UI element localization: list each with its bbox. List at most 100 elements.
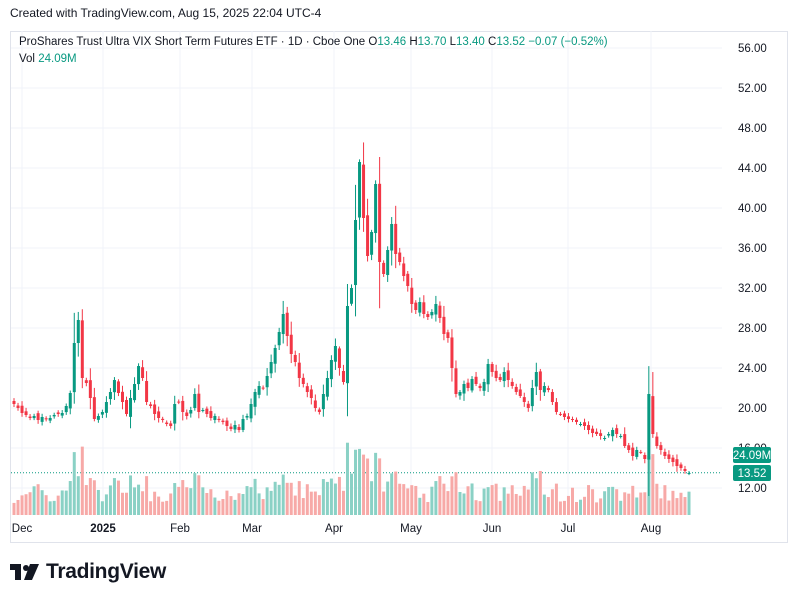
legend-close: 13.52 bbox=[496, 36, 526, 48]
y-tick-label: 28.00 bbox=[738, 323, 767, 335]
candle-body bbox=[514, 386, 518, 392]
volume-bar bbox=[141, 491, 145, 515]
candle-body bbox=[542, 386, 546, 393]
volume-bar bbox=[474, 500, 478, 515]
candle-body bbox=[482, 382, 486, 391]
candle-body bbox=[229, 426, 233, 429]
x-axis-labels: Dec 2025 Feb Mar Apr May Jun Jul Aug bbox=[12, 523, 661, 535]
volume-bar bbox=[639, 492, 643, 515]
price-badge-label: 13.52 bbox=[738, 468, 767, 480]
volume-bar bbox=[611, 486, 615, 515]
volume-bar bbox=[550, 489, 554, 515]
candle-body bbox=[36, 413, 40, 420]
candle-body bbox=[558, 413, 562, 415]
x-tick-label: Apr bbox=[325, 523, 343, 535]
volume-bar bbox=[133, 487, 137, 515]
candle-body bbox=[277, 332, 281, 346]
candle-body bbox=[422, 302, 426, 314]
volume-bar bbox=[269, 490, 273, 515]
candle-body bbox=[599, 433, 603, 436]
candle-body bbox=[354, 220, 358, 286]
volume-bar bbox=[76, 476, 80, 515]
price-badge bbox=[733, 465, 771, 481]
price-candles bbox=[12, 142, 691, 496]
price-badges: 24.09M 13.52 bbox=[733, 447, 771, 481]
volume-bar bbox=[522, 485, 526, 515]
volume-bar bbox=[595, 502, 599, 515]
volume-bar bbox=[659, 498, 663, 515]
grid-lines bbox=[11, 31, 722, 515]
candle-body bbox=[241, 419, 245, 430]
candle-body bbox=[358, 162, 362, 218]
candle-body bbox=[362, 164, 366, 218]
candle-body bbox=[587, 425, 591, 430]
volume-bar bbox=[24, 494, 28, 515]
volume-bar bbox=[671, 490, 675, 515]
candle-body bbox=[289, 334, 293, 354]
volume-bar bbox=[189, 488, 193, 515]
volume-bar bbox=[386, 481, 390, 515]
volume-bar bbox=[394, 471, 398, 515]
candle-body bbox=[454, 368, 458, 394]
volume-bar bbox=[599, 498, 603, 515]
volume-bar bbox=[16, 499, 20, 515]
volume-bar bbox=[277, 484, 281, 515]
candle-body bbox=[153, 404, 157, 414]
candle-body bbox=[213, 416, 217, 420]
volume-bar bbox=[36, 484, 40, 515]
candle-body bbox=[450, 337, 454, 368]
candle-body bbox=[502, 372, 506, 382]
candle-body bbox=[434, 304, 438, 315]
volume-bar bbox=[442, 483, 446, 515]
candle-body bbox=[76, 320, 80, 344]
volume-bar bbox=[643, 492, 647, 515]
volume-bar bbox=[60, 490, 64, 515]
legend-low-label: L bbox=[449, 36, 457, 48]
candle-body bbox=[595, 431, 599, 434]
legend-vol-label: Vol bbox=[19, 53, 35, 65]
x-tick-label: Dec bbox=[12, 523, 33, 535]
x-tick-label: May bbox=[400, 523, 422, 535]
candle-body bbox=[554, 402, 558, 412]
volume-bar bbox=[100, 501, 104, 515]
volume-bar bbox=[502, 487, 506, 515]
y-tick-label: 52.00 bbox=[738, 83, 767, 95]
legend-title: ProShares Trust Ultra VIX Short Term Fut… bbox=[19, 36, 366, 48]
volume-bar bbox=[281, 474, 285, 515]
legend-close-label: C bbox=[488, 36, 497, 48]
candle-body bbox=[390, 224, 394, 251]
volume-badge-label: 24.09M bbox=[733, 450, 771, 462]
candle-body bbox=[414, 302, 418, 310]
candle-body bbox=[201, 410, 205, 411]
x-tick-label: Jun bbox=[483, 523, 502, 535]
y-tick-label: 32.00 bbox=[738, 283, 767, 295]
volume-bar bbox=[92, 480, 96, 515]
volume-bar bbox=[362, 454, 366, 515]
candle-body bbox=[398, 252, 402, 262]
volume-bar bbox=[526, 489, 530, 515]
candle-body bbox=[133, 384, 137, 401]
tradingview-logo[interactable]: TradingView bbox=[10, 560, 166, 584]
candle-body bbox=[366, 215, 370, 256]
volume-bar bbox=[450, 476, 454, 515]
candle-body bbox=[615, 428, 619, 434]
candle-body bbox=[663, 451, 667, 456]
candle-body bbox=[32, 416, 36, 419]
volume-bar bbox=[438, 476, 442, 515]
candle-body bbox=[627, 445, 631, 450]
y-tick-label: 24.00 bbox=[738, 363, 767, 375]
volume-bar bbox=[382, 491, 386, 515]
candle-body bbox=[611, 430, 615, 437]
volume-bar bbox=[153, 491, 157, 515]
volume-bar bbox=[402, 484, 406, 515]
candle-body bbox=[44, 418, 48, 420]
candle-body bbox=[530, 388, 534, 407]
candle-body bbox=[386, 250, 390, 276]
x-tick-label: 2025 bbox=[90, 523, 116, 535]
candle-body bbox=[534, 372, 538, 387]
volume-bar bbox=[426, 501, 430, 515]
volume-bar bbox=[120, 492, 124, 515]
legend-high-label: H bbox=[409, 36, 418, 48]
candle-body bbox=[169, 423, 173, 426]
